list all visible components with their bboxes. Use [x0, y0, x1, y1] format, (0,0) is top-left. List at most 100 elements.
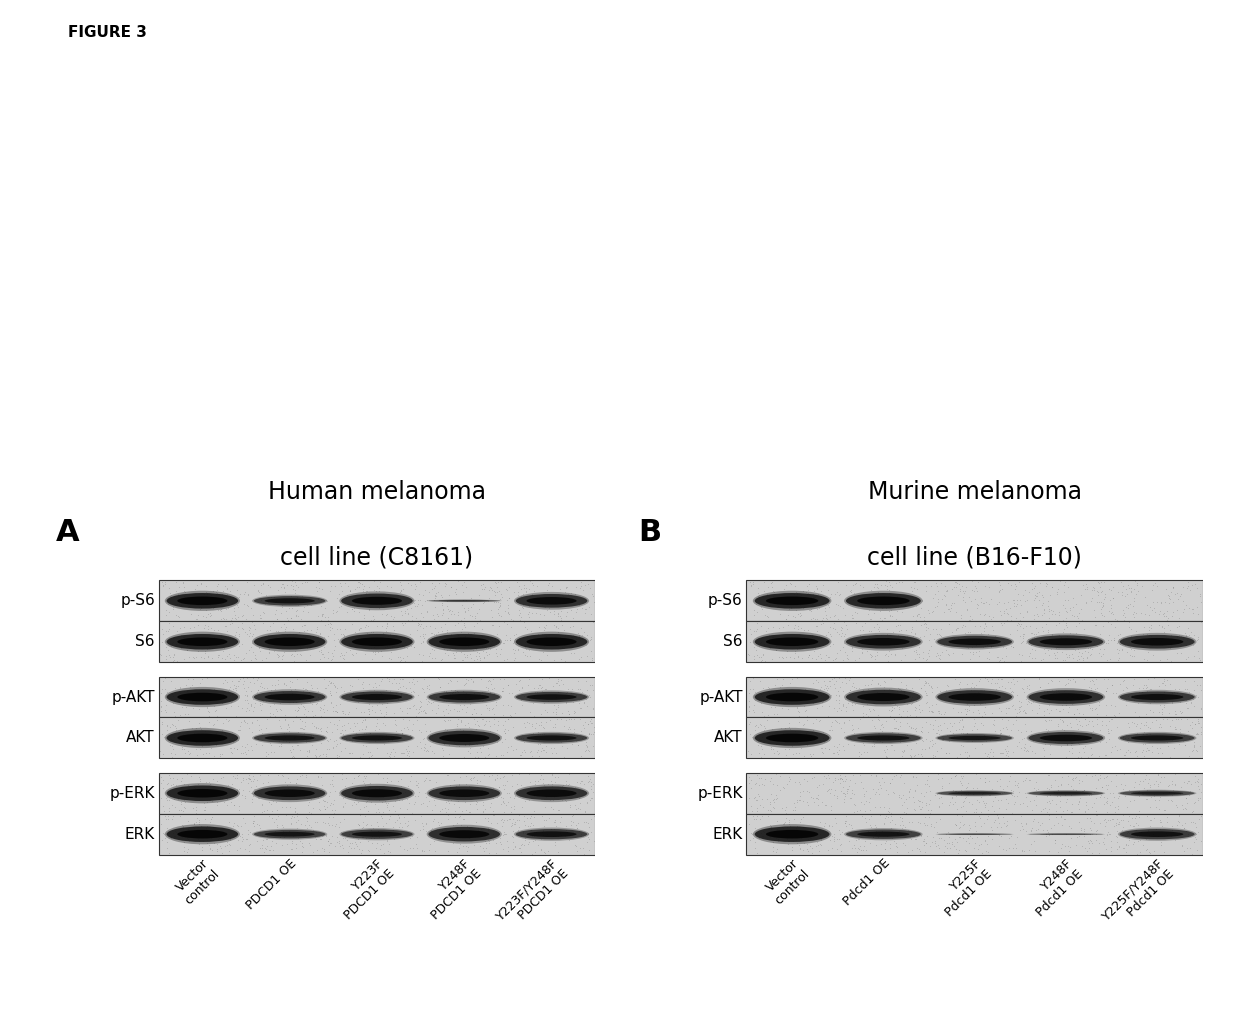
- Point: [210, 601, 229, 618]
- Point: [552, 672, 572, 688]
- Point: [903, 628, 923, 644]
- Point: [305, 781, 325, 798]
- Point: [1110, 827, 1130, 843]
- Point: [1016, 582, 1035, 598]
- Point: [1055, 678, 1075, 694]
- Point: [444, 606, 464, 622]
- Point: [903, 608, 923, 624]
- Point: [919, 606, 939, 622]
- Point: [413, 818, 433, 834]
- Point: [1042, 601, 1061, 618]
- Point: [329, 787, 348, 804]
- Point: [833, 697, 853, 713]
- Point: [857, 706, 877, 722]
- Point: [1167, 817, 1187, 833]
- Point: [405, 793, 425, 810]
- Point: [284, 630, 304, 646]
- Point: [295, 629, 315, 645]
- Point: [997, 777, 1017, 793]
- Point: [1177, 681, 1197, 697]
- Point: [1066, 685, 1086, 701]
- Point: [742, 825, 761, 841]
- Point: [1104, 630, 1123, 646]
- Point: [525, 772, 544, 788]
- Point: [946, 605, 966, 621]
- Point: [1097, 792, 1117, 809]
- Point: [1003, 783, 1023, 800]
- Point: [760, 793, 780, 810]
- Point: [1141, 628, 1161, 644]
- Point: [807, 789, 827, 806]
- Point: [347, 635, 367, 651]
- Point: [300, 647, 320, 663]
- Point: [570, 826, 590, 842]
- Point: [410, 628, 430, 644]
- Point: [1188, 629, 1208, 645]
- Point: [477, 640, 497, 656]
- Point: [412, 724, 432, 741]
- Point: [577, 688, 596, 704]
- Point: [818, 698, 838, 714]
- Point: [249, 817, 269, 833]
- Point: [792, 650, 812, 666]
- Point: [311, 642, 331, 658]
- Point: [429, 592, 449, 609]
- Point: [763, 688, 782, 704]
- Point: [1028, 726, 1048, 743]
- Point: [291, 646, 311, 662]
- Point: [823, 786, 843, 803]
- Point: [1105, 619, 1125, 635]
- Point: [284, 694, 304, 710]
- Point: [950, 746, 970, 762]
- Point: [870, 836, 890, 852]
- Point: [372, 606, 392, 622]
- Point: [167, 595, 187, 612]
- Point: [1127, 724, 1147, 741]
- Point: [556, 818, 575, 834]
- Point: [954, 798, 973, 814]
- Point: [1143, 646, 1163, 662]
- Point: [921, 816, 941, 832]
- Point: [754, 799, 774, 815]
- Point: [960, 820, 980, 836]
- Point: [160, 737, 180, 753]
- Point: [1039, 793, 1059, 810]
- Point: [825, 769, 844, 785]
- Point: [272, 576, 291, 592]
- Point: [1095, 748, 1115, 764]
- Point: [973, 716, 993, 733]
- Point: [422, 822, 441, 838]
- Point: [1117, 825, 1137, 841]
- Point: [991, 637, 1011, 653]
- Point: [792, 594, 812, 611]
- Point: [894, 787, 914, 804]
- Point: [480, 712, 500, 728]
- Point: [238, 695, 258, 711]
- Point: [1042, 626, 1061, 642]
- Point: [268, 581, 288, 597]
- Point: [455, 736, 475, 752]
- Point: [528, 680, 548, 696]
- Point: [1123, 597, 1143, 614]
- Point: [775, 694, 795, 710]
- Point: [804, 721, 823, 738]
- Point: [372, 672, 392, 688]
- Point: [182, 826, 202, 842]
- Point: [1184, 833, 1204, 849]
- Point: [1079, 640, 1099, 656]
- Point: [559, 832, 579, 848]
- Point: [365, 582, 384, 598]
- Point: [208, 635, 228, 651]
- Point: [397, 841, 417, 858]
- Point: [1143, 576, 1163, 592]
- Point: [569, 790, 589, 807]
- Ellipse shape: [1027, 790, 1105, 797]
- Point: [787, 670, 807, 686]
- Point: [332, 722, 352, 739]
- Point: [977, 650, 997, 666]
- Point: [484, 711, 503, 727]
- Point: [1101, 838, 1121, 854]
- Point: [500, 630, 520, 646]
- Point: [1177, 789, 1197, 806]
- Point: [542, 776, 562, 792]
